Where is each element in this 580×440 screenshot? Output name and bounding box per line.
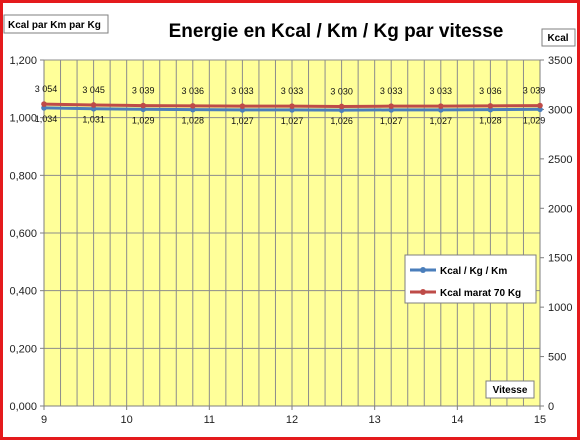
x-tick-label: 11 xyxy=(204,414,215,426)
data-label-1: 1,027 xyxy=(380,116,403,126)
x-axis-title: Vitesse xyxy=(493,385,528,396)
x-axis-title-box xyxy=(485,380,535,399)
data-label-2: 3 030 xyxy=(330,86,353,96)
data-label-2: 3 036 xyxy=(479,86,502,96)
series-point-2 xyxy=(190,103,196,109)
series-point-2 xyxy=(239,103,246,109)
y-left-tick-label: 0,200 xyxy=(9,343,37,355)
data-label-2: 3 033 xyxy=(380,86,403,96)
right-axis-title: Kcal xyxy=(547,33,568,44)
data-label-1: 1,027 xyxy=(281,116,304,126)
y-right-tick-label: 3000 xyxy=(548,104,572,116)
series-lines xyxy=(41,101,543,113)
series-point-2 xyxy=(537,102,543,109)
series-point-2 xyxy=(140,102,146,109)
series-point-2 xyxy=(487,103,494,109)
data-label-2: 3 045 xyxy=(82,85,105,95)
series-point-2 xyxy=(388,103,395,109)
y-right-tick-label: 2000 xyxy=(548,203,572,215)
x-tick-label: 13 xyxy=(369,414,381,426)
data-label-1: 1,027 xyxy=(430,116,453,126)
legend-label-kcal-marat: Kcal marat 70 Kg xyxy=(440,288,521,299)
y-right-tick-label: 500 xyxy=(548,352,566,364)
data-label-1: 1,034 xyxy=(35,114,58,124)
legend-swatch-marker-2 xyxy=(420,289,426,295)
series-point-2 xyxy=(338,103,345,110)
series-point-2 xyxy=(41,101,47,107)
left-axis-title: Kcal par Km par Kg xyxy=(8,20,101,31)
data-label-1: 1,028 xyxy=(182,116,205,126)
data-label-2: 3 033 xyxy=(430,86,453,96)
data-label-1: 1,026 xyxy=(330,116,353,126)
y-left-tick-label: 0,400 xyxy=(9,286,37,298)
gridlines xyxy=(44,59,540,407)
data-label-2: 3 033 xyxy=(231,86,254,96)
x-tick-label: 12 xyxy=(286,414,298,426)
legend-box xyxy=(404,254,537,304)
axes: 0,000 0,200 0,400 0,600 0,800 1,000 1,200 0 500 1… xyxy=(9,55,572,426)
y-left-tick-label: 0,000 xyxy=(9,401,37,413)
legend-label-kcal-kg-km: Kcal / Kg / Km xyxy=(440,266,507,277)
y-right-tick-label: 1500 xyxy=(548,253,572,265)
series-point-2 xyxy=(90,102,97,108)
data-label-1: 1,029 xyxy=(132,115,155,125)
data-label-2: 3 036 xyxy=(182,86,205,96)
left-axis-title-box xyxy=(3,14,109,34)
y-right-tick-label: 3500 xyxy=(548,55,572,67)
data-label-2: 3 054 xyxy=(35,84,58,94)
data-label-1: 1,028 xyxy=(479,116,502,126)
x-tick-label: 10 xyxy=(121,414,133,426)
y-right-tick-label: 2500 xyxy=(548,154,572,166)
x-tick-label: 15 xyxy=(534,414,546,426)
data-label-1: 1,027 xyxy=(231,116,254,126)
data-label-1: 1,031 xyxy=(82,115,105,125)
right-axis-title-box xyxy=(541,28,576,47)
y-left-tick-label: 0,600 xyxy=(9,228,37,240)
legend-swatch-marker-1 xyxy=(420,267,426,273)
y-right-tick-label: 0 xyxy=(548,401,554,413)
data-labels: 1,034 1,031 1,029 1,028 1,027 1,027 1,026 1,027… xyxy=(35,84,546,126)
data-label-1: 1,029 xyxy=(523,115,546,125)
x-tick-label: 9 xyxy=(41,414,47,426)
data-label-2: 3 039 xyxy=(523,86,546,96)
data-label-2: 3 039 xyxy=(132,86,155,96)
series-point-2 xyxy=(438,103,444,109)
y-left-tick-label: 1,000 xyxy=(9,113,37,125)
data-label-2: 3 033 xyxy=(281,86,304,96)
y-right-tick-label: 1000 xyxy=(548,302,572,314)
chart-title: Energie en Kcal / Km / Kg par vitesse xyxy=(169,21,504,42)
y-left-tick-label: 0,800 xyxy=(9,170,37,182)
x-tick-label: 14 xyxy=(451,414,463,426)
y-left-tick-label: 1,200 xyxy=(9,55,37,67)
series-point-2 xyxy=(289,103,295,109)
